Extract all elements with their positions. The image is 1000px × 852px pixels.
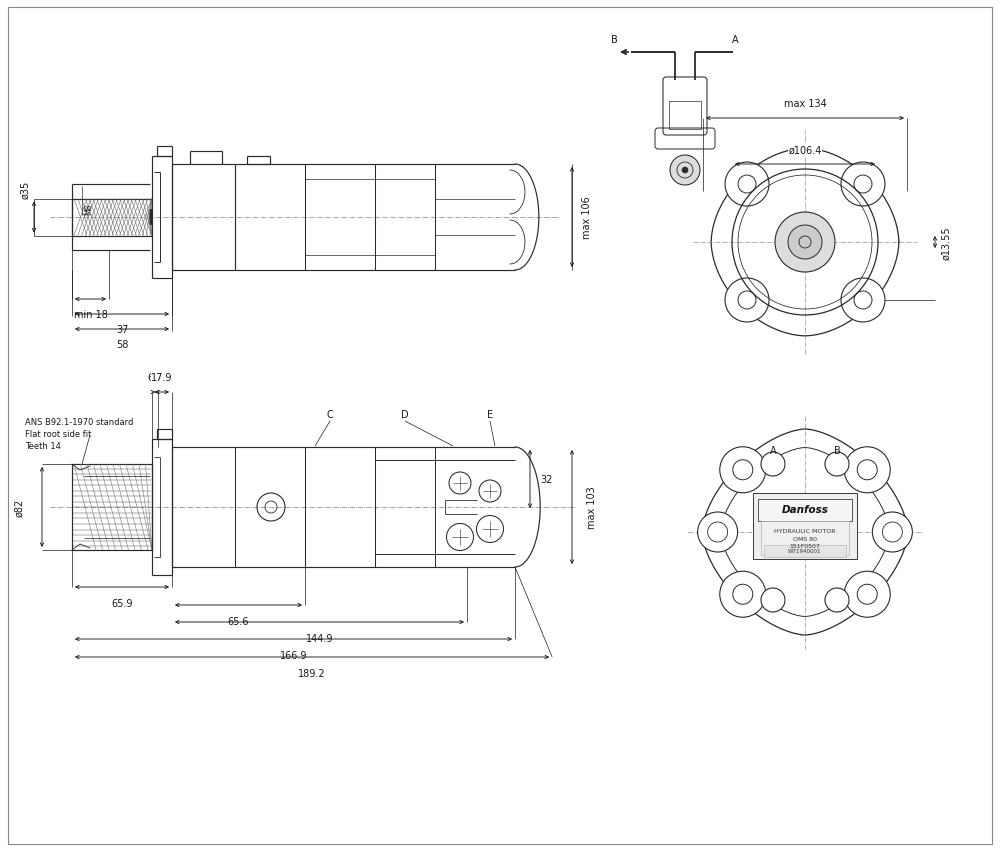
Circle shape	[761, 452, 785, 476]
Text: E: E	[487, 410, 493, 419]
Text: 32: 32	[540, 475, 552, 485]
Text: B: B	[611, 35, 617, 45]
Text: ANS B92.1-1970 standard: ANS B92.1-1970 standard	[25, 418, 133, 427]
Text: 17.9: 17.9	[151, 372, 173, 383]
Text: HYDRAULIC MOTOR: HYDRAULIC MOTOR	[774, 529, 836, 534]
Circle shape	[725, 163, 769, 207]
Text: OMS 80: OMS 80	[793, 537, 817, 542]
Text: 144.9: 144.9	[306, 633, 333, 643]
Text: Flat root side fit: Flat root side fit	[25, 430, 91, 439]
Text: max 103: max 103	[587, 486, 597, 529]
FancyBboxPatch shape	[761, 521, 849, 556]
Circle shape	[825, 452, 849, 476]
Text: ø106.4: ø106.4	[788, 146, 822, 156]
Circle shape	[682, 168, 688, 174]
Circle shape	[698, 512, 738, 552]
Text: 189.2: 189.2	[298, 668, 326, 678]
Text: Danfoss: Danfoss	[782, 505, 828, 515]
Text: ø13.55: ø13.55	[941, 226, 951, 260]
Text: C: C	[327, 410, 333, 419]
Circle shape	[775, 213, 835, 273]
Text: max 134: max 134	[784, 99, 826, 109]
Circle shape	[841, 163, 885, 207]
Circle shape	[844, 447, 890, 493]
FancyBboxPatch shape	[764, 545, 846, 557]
Text: 37: 37	[116, 325, 128, 335]
Circle shape	[872, 512, 912, 552]
Text: 65.6: 65.6	[228, 616, 249, 626]
Circle shape	[841, 279, 885, 323]
Text: A: A	[732, 35, 738, 45]
FancyBboxPatch shape	[753, 493, 857, 560]
Circle shape	[761, 589, 785, 613]
Text: Teeth 14: Teeth 14	[25, 442, 61, 451]
Text: A: A	[770, 446, 776, 456]
Text: M8: M8	[84, 203, 93, 215]
Text: W71940001: W71940001	[788, 549, 822, 554]
Text: ø35: ø35	[20, 181, 30, 199]
Text: 65.9: 65.9	[111, 598, 133, 608]
Circle shape	[825, 589, 849, 613]
Text: D: D	[401, 410, 409, 419]
Text: 151F0507: 151F0507	[790, 544, 820, 549]
Circle shape	[844, 572, 890, 618]
Circle shape	[720, 572, 766, 618]
FancyBboxPatch shape	[758, 499, 852, 521]
Circle shape	[788, 226, 822, 260]
Circle shape	[725, 279, 769, 323]
Circle shape	[670, 156, 700, 186]
Text: 6.1: 6.1	[147, 372, 163, 383]
Text: B: B	[834, 446, 840, 456]
Text: 58: 58	[116, 340, 128, 349]
Text: ø82: ø82	[14, 498, 24, 516]
Text: 166.9: 166.9	[280, 650, 307, 660]
Text: min 18: min 18	[74, 309, 107, 320]
Circle shape	[720, 447, 766, 493]
Text: max 106: max 106	[582, 197, 592, 239]
